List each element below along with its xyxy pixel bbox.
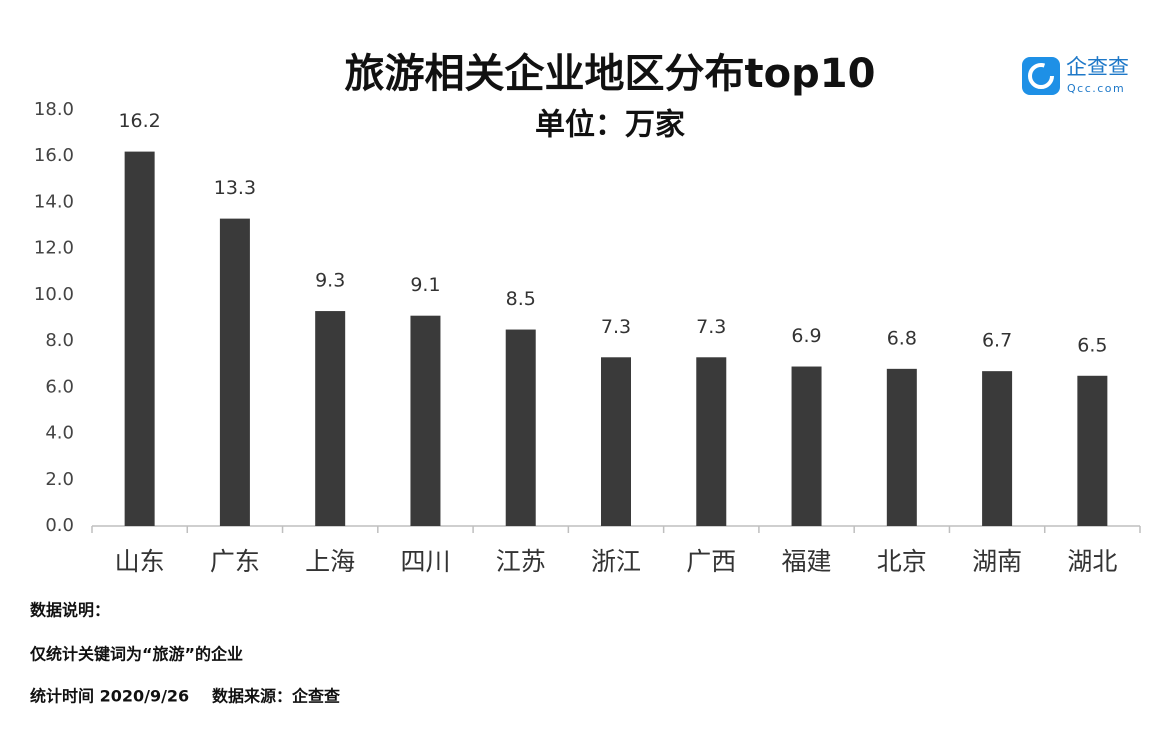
y-tick-label: 14.0 (34, 191, 74, 212)
bar (315, 311, 346, 526)
y-tick-label: 12.0 (34, 238, 74, 259)
value-label: 6.8 (887, 327, 917, 349)
bar (410, 315, 441, 526)
logo-mark (1028, 63, 1054, 89)
x-tick-label: 湖北 (1067, 547, 1117, 576)
value-label: 9.3 (315, 270, 345, 292)
chart-title: 旅游相关企业地区分布top10 (345, 51, 876, 97)
logo: 企查查 Qcc.com (1022, 55, 1129, 95)
x-tick-label: 北京 (877, 547, 927, 576)
value-label: 6.5 (1077, 334, 1107, 356)
bar (124, 151, 155, 526)
value-label: 16.2 (118, 110, 160, 132)
y-tick-label: 0.0 (45, 515, 74, 536)
y-tick-label: 16.0 (34, 145, 74, 166)
x-tick-label: 浙江 (591, 547, 641, 576)
y-tick-label: 10.0 (34, 284, 74, 305)
note: 统计时间 2020/9/26 (30, 687, 189, 706)
bar (886, 368, 917, 526)
y-tick-label: 18.0 (34, 99, 74, 120)
logo-icon (1022, 57, 1060, 95)
x-tick-label: 湖南 (972, 547, 1022, 576)
value-label: 8.5 (506, 288, 536, 310)
bar (1077, 375, 1108, 526)
note: 数据来源：企查查 (212, 687, 340, 706)
x-tick-label: 江苏 (496, 547, 546, 576)
value-label: 6.9 (791, 325, 821, 347)
y-tick-label: 2.0 (45, 469, 74, 490)
value-label: 7.3 (601, 316, 631, 338)
x-tick-label: 广西 (686, 547, 736, 576)
note: 数据说明： (30, 601, 110, 620)
value-label: 6.7 (982, 330, 1012, 352)
x-tick-label: 山东 (115, 547, 165, 576)
bar (791, 366, 822, 526)
y-tick-label: 4.0 (45, 423, 74, 444)
bar (982, 371, 1013, 526)
bar (696, 357, 727, 526)
value-label: 13.3 (214, 177, 256, 199)
y-tick-label: 6.0 (45, 376, 74, 397)
note: 仅统计关键词为“旅游”的企业 (29, 645, 243, 664)
bar (601, 357, 631, 526)
value-label: 7.3 (696, 316, 726, 338)
chart-subtitle: 单位：万家 (535, 108, 685, 143)
value-label: 9.1 (410, 274, 440, 296)
y-tick-label: 8.0 (45, 330, 74, 351)
logo-name: 企查查 (1066, 55, 1129, 79)
x-tick-label: 广东 (210, 547, 260, 576)
x-tick-label: 福建 (782, 547, 832, 576)
bar (219, 218, 250, 526)
x-tick-label: 上海 (305, 547, 355, 576)
x-tick-label: 四川 (400, 547, 450, 576)
logo-url: Qcc.com (1067, 82, 1125, 95)
bar (505, 329, 536, 526)
